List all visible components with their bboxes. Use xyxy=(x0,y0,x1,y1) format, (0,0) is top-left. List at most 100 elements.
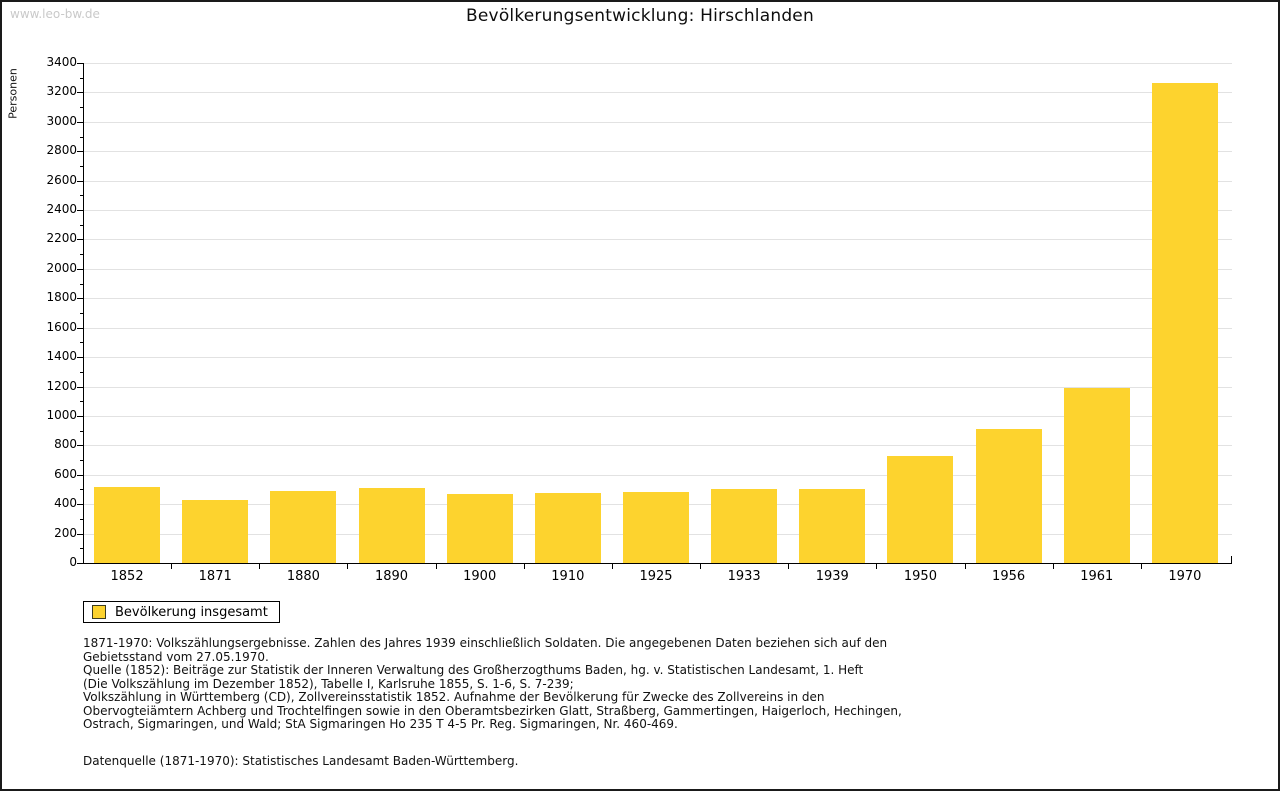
y-tick-label: 1000 xyxy=(46,407,77,422)
footnote-line: 1871-1970: Volkszählungsergebnisse. Zahl… xyxy=(83,636,888,650)
y-axis-tick xyxy=(77,63,83,64)
footnote-line: Ostrach, Sigmaringen, und Wald; StA Sigm… xyxy=(83,717,678,731)
footnotes: 1871-1970: Volkszählungsergebnisse. Zahl… xyxy=(83,636,1203,768)
y-axis-minor-tick xyxy=(80,460,83,462)
y-tick-label: 2400 xyxy=(46,202,77,217)
y-axis-tick xyxy=(77,357,83,359)
y-axis-minor-tick xyxy=(80,342,83,344)
y-axis-tick xyxy=(77,327,83,329)
y-tick-label: 0 xyxy=(69,555,77,569)
x-tick-label: 1933 xyxy=(727,569,761,584)
x-axis-tick xyxy=(788,563,790,569)
legend-label: Bevölkerung insgesamt xyxy=(115,604,268,620)
footnote-line: Obervogteiämtern Achberg und Trochtelfin… xyxy=(83,703,902,718)
y-axis-minor-tick xyxy=(80,165,83,167)
y-tick-label: 1400 xyxy=(46,349,77,364)
x-axis-tick xyxy=(964,563,966,569)
y-axis-tick xyxy=(77,386,83,388)
bar-1925 xyxy=(623,491,689,563)
x-axis-line xyxy=(83,563,1232,564)
footnote-line: (Die Volkszählung im Dezember 1852), Tab… xyxy=(83,676,574,691)
y-axis-minor-tick xyxy=(80,195,83,197)
y-tick-label: 1800 xyxy=(46,290,77,305)
y-axis-tick xyxy=(77,533,83,535)
x-axis-tick xyxy=(876,563,878,569)
y-axis-minor-tick xyxy=(80,489,83,491)
y-axis-minor-tick xyxy=(80,313,83,314)
gridline xyxy=(84,327,1232,329)
y-tick-label: 600 xyxy=(54,466,77,481)
x-tick-label: 1925 xyxy=(639,569,673,584)
x-tick-label: 1890 xyxy=(374,569,409,584)
y-axis-tick xyxy=(77,239,83,241)
bar-1852 xyxy=(94,486,161,563)
gridline xyxy=(84,445,1232,447)
x-axis-tick xyxy=(347,563,349,569)
y-tick-label: 200 xyxy=(54,525,77,540)
x-tick-label: 1910 xyxy=(551,569,585,584)
datasource-line: Datenquelle (1871-1970): Statistisches L… xyxy=(83,753,519,768)
x-axis-tick xyxy=(171,563,173,569)
footnote-line: Quelle (1852): Beiträge zur Statistik de… xyxy=(83,663,864,677)
x-axis-tick xyxy=(435,563,437,569)
y-tick-label: 2600 xyxy=(46,172,77,187)
y-axis-tick xyxy=(77,92,83,94)
legend: Bevölkerung insgesamt xyxy=(83,601,280,623)
y-axis-minor-tick xyxy=(80,107,83,109)
y-axis-line xyxy=(83,63,84,563)
x-tick-label: 1880 xyxy=(286,569,320,584)
bar-1871 xyxy=(182,499,249,563)
bar-1910 xyxy=(534,492,601,563)
gridline xyxy=(84,268,1232,270)
y-axis-tick xyxy=(77,298,83,300)
bar-1880 xyxy=(270,490,337,563)
chart-title: Bevölkerungsentwicklung: Hirschlanden xyxy=(466,6,814,26)
bar-1961 xyxy=(1063,387,1130,563)
y-tick-label: 400 xyxy=(54,496,77,511)
gridline xyxy=(84,121,1232,123)
x-tick-label: 1970 xyxy=(1168,569,1202,584)
gridline xyxy=(84,151,1232,153)
y-tick-label: 3000 xyxy=(46,113,77,128)
y-axis-tick xyxy=(77,474,83,476)
x-axis-tick xyxy=(611,563,613,569)
x-tick-label: 1871 xyxy=(198,569,232,584)
y-axis-tick xyxy=(77,415,83,417)
y-axis-tick xyxy=(77,151,83,153)
bar-1900 xyxy=(446,493,513,563)
legend-swatch xyxy=(92,605,106,619)
y-axis-minor-tick xyxy=(80,371,83,373)
x-tick-label: 1950 xyxy=(903,569,937,584)
gridline xyxy=(84,63,1232,64)
y-axis-minor-tick xyxy=(80,136,83,138)
gridline xyxy=(84,239,1232,241)
gridline xyxy=(84,357,1232,359)
y-axis-tick xyxy=(77,563,83,564)
bar-1933 xyxy=(711,489,778,563)
y-axis-minor-tick xyxy=(80,77,83,79)
bar-1970 xyxy=(1151,82,1218,563)
y-tick-label: 3400 xyxy=(46,55,77,69)
x-tick-label: 1961 xyxy=(1080,569,1114,584)
gridline xyxy=(84,298,1232,300)
bar-1956 xyxy=(975,429,1042,563)
x-axis-tick xyxy=(700,563,702,569)
y-axis-tick xyxy=(77,121,83,123)
gridline xyxy=(84,415,1232,417)
y-tick-label: 3200 xyxy=(46,84,77,99)
y-tick-label: 1200 xyxy=(46,378,77,393)
y-axis-minor-tick xyxy=(80,224,83,226)
site-watermark: www.leo-bw.de xyxy=(10,7,100,21)
y-axis-minor-tick xyxy=(80,518,83,520)
gridline xyxy=(84,474,1232,476)
x-axis-tick xyxy=(1140,563,1142,569)
gridline xyxy=(84,92,1232,94)
y-axis-minor-tick xyxy=(80,430,83,432)
bar-1950 xyxy=(887,455,954,563)
y-tick-label: 2800 xyxy=(46,143,77,158)
x-tick-label: 1900 xyxy=(463,569,497,584)
gridline xyxy=(84,180,1232,182)
y-axis-minor-tick xyxy=(80,548,83,550)
